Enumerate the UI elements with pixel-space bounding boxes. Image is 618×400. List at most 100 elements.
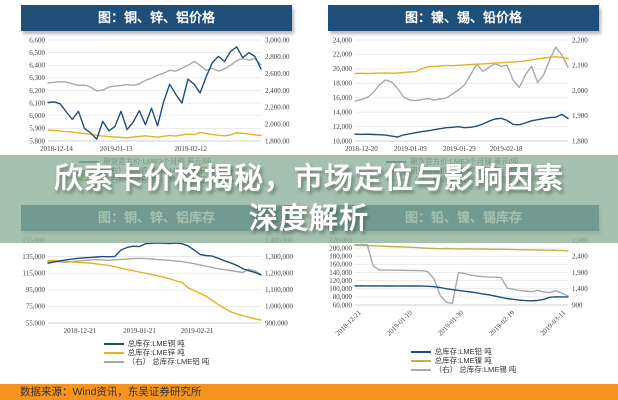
legend-swatch-icon xyxy=(410,368,431,371)
chart-canvas: 6,600 6,500 6,400 6,300 6,200 6,100 6,000 5,900… xyxy=(8,35,305,157)
legend-item: 总库存:LME镍 吨 xyxy=(410,356,517,365)
svg-text:2019-01-10: 2019-01-10 xyxy=(385,308,414,337)
svg-text:1,900: 1,900 xyxy=(572,269,588,277)
svg-text:75,000: 75,000 xyxy=(26,303,46,311)
svg-text:2,200.00: 2,200.00 xyxy=(265,104,290,112)
svg-text:6,200: 6,200 xyxy=(29,87,45,95)
chart-title: 图：镍、锡、铅价格 xyxy=(404,10,522,25)
svg-text:12,000: 12,000 xyxy=(333,123,353,131)
svg-text:20,000: 20,000 xyxy=(333,65,353,73)
svg-text:10,000: 10,000 xyxy=(333,137,353,145)
svg-text:1,000,000: 1,000,000 xyxy=(265,303,294,311)
legend-item: 总库存:LME铜 吨 xyxy=(103,339,210,348)
chart-canvas: 155,000135,000115,00095,00075,00055,0001… xyxy=(8,235,305,339)
svg-text:1,200,000: 1,200,000 xyxy=(265,270,294,278)
svg-text:120,000: 120,000 xyxy=(329,277,352,285)
svg-text:2019-01-13: 2019-01-13 xyxy=(100,145,133,153)
svg-text:2019-02-18: 2019-02-18 xyxy=(490,145,523,153)
legend-swatch-icon xyxy=(410,350,431,353)
svg-text:2018-12-14: 2018-12-14 xyxy=(40,145,73,153)
svg-text:60,000: 60,000 xyxy=(333,301,353,309)
chart-canvas: 220,000200,000180,000160,000140,000120,0… xyxy=(315,235,612,347)
legend-label: （右） 总库存:LME锡 吨 xyxy=(434,365,517,374)
svg-text:2019-01-09: 2019-01-09 xyxy=(394,145,427,153)
legend-item: （右） 总库存:LME锡 吨 xyxy=(410,365,517,374)
chart-canvas: 24,000 22,000 20,000 18,000 16,000 14,000 12,0… xyxy=(315,35,612,157)
svg-text:1,100,000: 1,100,000 xyxy=(265,286,294,294)
svg-text:2,000: 2,000 xyxy=(572,87,588,95)
svg-text:2018-12-20: 2018-12-20 xyxy=(345,145,378,153)
svg-text:135,000: 135,000 xyxy=(22,253,45,261)
legend-swatch-icon xyxy=(103,360,124,363)
svg-text:2019-02-21: 2019-02-21 xyxy=(181,327,214,335)
svg-text:2018-12-21: 2018-12-21 xyxy=(334,308,363,337)
svg-text:55,000: 55,000 xyxy=(26,319,46,327)
legend-item: （右） 总库存:LME铝 吨 xyxy=(103,357,210,366)
svg-text:22,000: 22,000 xyxy=(333,51,353,59)
svg-text:2,200: 2,200 xyxy=(572,36,588,44)
svg-text:6,100: 6,100 xyxy=(29,99,45,107)
headline-line2: 深度解析 xyxy=(248,203,369,235)
source-text: 数据来源：Wind资讯，东吴证券研究所 xyxy=(20,386,202,398)
svg-text:100,000: 100,000 xyxy=(329,285,352,293)
svg-text:2,600.00: 2,600.00 xyxy=(265,70,290,78)
svg-text:1,400: 1,400 xyxy=(572,285,588,293)
legend-item: 总库存:LME锌 吨 xyxy=(103,348,210,357)
svg-text:200,000: 200,000 xyxy=(329,244,352,252)
legend-label: （右） 总库存:LME铝 吨 xyxy=(127,357,210,366)
svg-text:5,800: 5,800 xyxy=(29,137,45,145)
legend-label: 总库存:LME镍 吨 xyxy=(434,356,492,365)
svg-text:6,600: 6,600 xyxy=(29,36,45,44)
legend-label: 总库存:LME铜 吨 xyxy=(127,339,185,348)
svg-text:900,000: 900,000 xyxy=(265,319,288,327)
chart-legend: 总库存:LME铅 吨总库存:LME镍 吨（右） 总库存:LME锡 吨 xyxy=(410,347,517,374)
svg-text:2,000.00: 2,000.00 xyxy=(265,120,290,128)
legend-label: 总库存:LME锌 吨 xyxy=(127,348,185,357)
svg-text:2019-01-30: 2019-01-30 xyxy=(436,308,465,337)
svg-text:140,000: 140,000 xyxy=(329,269,352,277)
chart-title-bar: 图：镍、锡、铅价格 xyxy=(328,5,599,31)
chart-title-bar: 图：铜、锌、铝价格 xyxy=(21,5,292,31)
svg-text:2,400.00: 2,400.00 xyxy=(265,87,290,95)
svg-text:115,000: 115,000 xyxy=(23,270,46,278)
svg-text:1,300,000: 1,300,000 xyxy=(265,253,294,261)
svg-text:2019-01-29: 2019-01-29 xyxy=(443,145,476,153)
legend-swatch-icon xyxy=(103,351,124,354)
source-footer: 数据来源：Wind资讯，东吴证券研究所 xyxy=(0,384,618,400)
svg-text:16,000: 16,000 xyxy=(333,94,353,102)
svg-text:900: 900 xyxy=(572,301,583,309)
svg-text:2019-02-12: 2019-02-12 xyxy=(174,145,207,153)
headline-line1: 欣索卡价格揭秘，市场定位与影响因素 xyxy=(53,163,564,195)
svg-text:1,800: 1,800 xyxy=(572,137,588,145)
svg-text:1,900: 1,900 xyxy=(572,112,588,120)
svg-text:2,800.00: 2,800.00 xyxy=(265,53,290,61)
svg-text:5,900: 5,900 xyxy=(29,125,45,133)
legend-swatch-icon xyxy=(410,359,431,362)
svg-text:24,000: 24,000 xyxy=(333,36,353,44)
svg-text:2,100: 2,100 xyxy=(572,62,588,70)
svg-text:2019-03-11: 2019-03-11 xyxy=(539,308,568,337)
svg-text:2019-01-21: 2019-01-21 xyxy=(123,327,156,335)
svg-text:6,400: 6,400 xyxy=(29,62,45,70)
svg-text:6,000: 6,000 xyxy=(29,112,45,120)
headline-overlay: 欣索卡价格揭秘，市场定位与影响因素 深度解析 xyxy=(0,155,618,243)
legend-label: 总库存:LME铅 吨 xyxy=(434,347,492,356)
svg-text:14,000: 14,000 xyxy=(333,108,353,116)
svg-text:80,000: 80,000 xyxy=(333,293,353,301)
svg-text:6,500: 6,500 xyxy=(29,49,45,57)
legend-swatch-icon xyxy=(103,342,124,345)
chart-title: 图：铜、锌、铝价格 xyxy=(97,10,215,25)
svg-text:2,400: 2,400 xyxy=(572,253,588,261)
svg-text:2019-02-19: 2019-02-19 xyxy=(487,308,516,337)
svg-text:160,000: 160,000 xyxy=(329,261,352,269)
svg-text:95,000: 95,000 xyxy=(26,286,46,294)
legend-item: 总库存:LME铅 吨 xyxy=(410,347,517,356)
svg-text:18,000: 18,000 xyxy=(333,80,353,88)
svg-text:2018-12-21: 2018-12-21 xyxy=(64,327,97,335)
svg-text:180,000: 180,000 xyxy=(329,253,352,261)
chart-legend: 总库存:LME铜 吨总库存:LME锌 吨（右） 总库存:LME铝 吨 xyxy=(103,339,210,366)
svg-text:1,800.00: 1,800.00 xyxy=(265,137,290,145)
svg-text:3,000.00: 3,000.00 xyxy=(265,36,290,44)
svg-text:6,300: 6,300 xyxy=(29,74,45,82)
